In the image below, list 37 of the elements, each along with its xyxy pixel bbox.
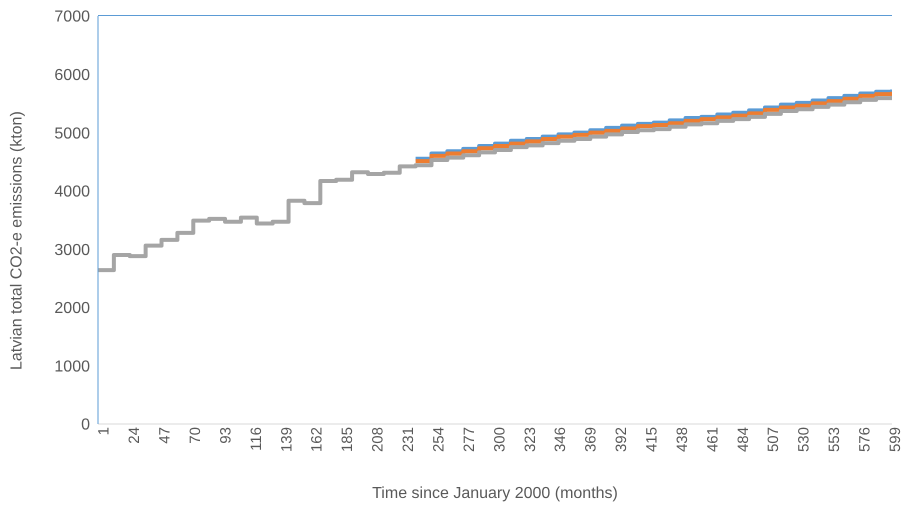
- x-tick-label: 116: [248, 427, 265, 451]
- x-tick-label: 24: [126, 427, 144, 444]
- x-tick-label: 461: [704, 427, 722, 452]
- x-axis-title: Time since January 2000 (months): [372, 485, 618, 502]
- y-tick-label: 1000: [54, 358, 90, 376]
- x-tick-label: 392: [613, 427, 630, 452]
- x-tick-label: 93: [217, 427, 234, 444]
- x-tick-label: 438: [674, 427, 691, 452]
- y-tick-label: 4000: [54, 184, 90, 201]
- x-tick-label: 484: [734, 427, 752, 452]
- x-tick-label: 323: [522, 427, 539, 452]
- y-tick-label: 0: [81, 416, 90, 434]
- y-tick-label: 2000: [54, 300, 90, 318]
- x-tick-label: 369: [582, 427, 600, 452]
- x-tick-label: 530: [796, 427, 813, 452]
- x-tick-label: 346: [552, 427, 570, 452]
- x-tick-label: 576: [856, 427, 874, 452]
- x-tick-label: 70: [186, 427, 204, 444]
- x-tick-label: 254: [430, 427, 448, 452]
- y-tick-label: 7000: [54, 8, 90, 26]
- x-tick-label: 208: [370, 427, 387, 452]
- x-tick-label: 1: [96, 427, 113, 436]
- x-tick-label: 47: [156, 427, 174, 444]
- y-tick-label: 6000: [54, 66, 90, 84]
- x-tick-label: 162: [308, 427, 326, 452]
- x-tick-label: 599: [887, 427, 904, 452]
- x-tick-label: 415: [644, 427, 661, 452]
- x-tick-label: 185: [339, 427, 356, 452]
- x-tick-label: 231: [400, 427, 418, 452]
- y-tick-label: 5000: [54, 125, 90, 142]
- y-axis-title: Latvian total CO2-e emissions (kton): [8, 111, 26, 370]
- x-tick-label: 277: [460, 427, 478, 452]
- x-tick-label: 553: [826, 427, 844, 452]
- x-tick-label: 300: [491, 427, 508, 452]
- x-tick-label: 507: [765, 427, 782, 452]
- y-tick-label: 3000: [54, 242, 90, 259]
- x-tick-label: 139: [278, 427, 296, 452]
